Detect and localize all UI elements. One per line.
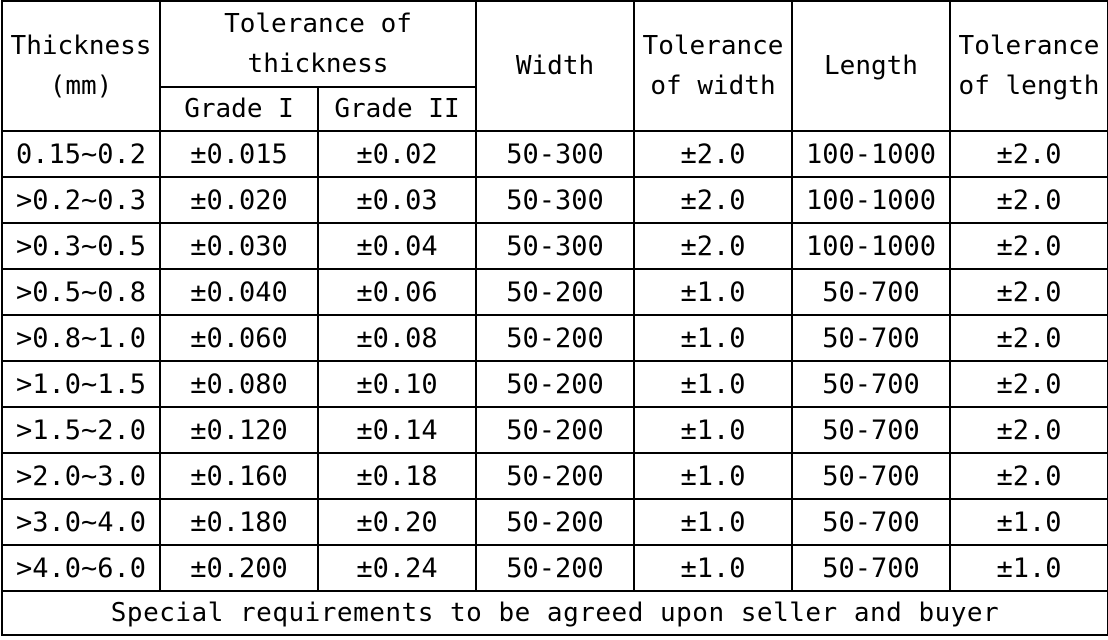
grade-1-cell: ±0.180 [159, 498, 319, 546]
tolerance-length-cell: ±2.0 [949, 130, 1108, 178]
thickness-cell: >0.8~1.0 [1, 314, 161, 362]
tolerance-width-cell: ±1.0 [633, 268, 793, 316]
tolerance-length-cell: ±2.0 [949, 406, 1108, 454]
table-body: 0.15~0.2 ±0.015 ±0.02 50-300 ±2.0 100-1000 ±2.… [1, 130, 1108, 592]
grade-2-cell: ±0.02 [317, 130, 477, 178]
grade-1-cell: ±0.030 [159, 222, 319, 270]
length-cell: 50-700 [791, 544, 951, 592]
length-cell: 50-700 [791, 452, 951, 500]
length-cell: 50-700 [791, 406, 951, 454]
width-cell: 50-200 [475, 544, 635, 592]
thickness-cell: >0.2~0.3 [1, 176, 161, 224]
grade-1-cell: ±0.120 [159, 406, 319, 454]
tolerance-width-cell: ±1.0 [633, 406, 793, 454]
table-row: >0.3~0.5 ±0.030 ±0.04 50-300 ±2.0 100-1000 ±2.… [1, 222, 1108, 270]
width-cell: 50-200 [475, 268, 635, 316]
table-row: >4.0~6.0 ±0.200 ±0.24 50-200 ±1.0 50-700 ±1.0 [1, 544, 1108, 592]
tolerance-length-cell: ±2.0 [949, 452, 1108, 500]
length-cell: 50-700 [791, 268, 951, 316]
grade-2-cell: ±0.24 [317, 544, 477, 592]
tolerance-length-cell: ±2.0 [949, 176, 1108, 224]
header-tolerance-of-length: Tolerance of length [949, 0, 1108, 132]
grade-2-cell: ±0.08 [317, 314, 477, 362]
tolerance-length-cell: ±2.0 [949, 268, 1108, 316]
width-cell: 50-200 [475, 314, 635, 362]
grade-1-cell: ±0.040 [159, 268, 319, 316]
header-tolerance-of-width: Tolerance of width [633, 0, 793, 132]
width-cell: 50-300 [475, 222, 635, 270]
grade-1-cell: ±0.160 [159, 452, 319, 500]
grade-1-cell: ±0.060 [159, 314, 319, 362]
tolerance-width-cell: ±1.0 [633, 544, 793, 592]
grade-2-cell: ±0.06 [317, 268, 477, 316]
tolerance-length-cell: ±2.0 [949, 314, 1108, 362]
length-cell: 50-700 [791, 498, 951, 546]
length-cell: 100-1000 [791, 222, 951, 270]
header-length: Length [791, 0, 951, 132]
grade-1-cell: ±0.200 [159, 544, 319, 592]
thickness-cell: 0.15~0.2 [1, 130, 161, 178]
length-cell: 50-700 [791, 314, 951, 362]
grade-2-cell: ±0.04 [317, 222, 477, 270]
tolerance-length-cell: ±1.0 [949, 498, 1108, 546]
tolerance-width-cell: ±2.0 [633, 176, 793, 224]
table-row: >1.5~2.0 ±0.120 ±0.14 50-200 ±1.0 50-700 ±2.0 [1, 406, 1108, 454]
tolerance-width-cell: ±1.0 [633, 314, 793, 362]
grade-1-cell: ±0.080 [159, 360, 319, 408]
tolerance-length-cell: ±2.0 [949, 222, 1108, 270]
thickness-cell: >1.0~1.5 [1, 360, 161, 408]
header-thickness: Thickness (mm) [1, 0, 161, 132]
table-row: >0.5~0.8 ±0.040 ±0.06 50-200 ±1.0 50-700 ±2.0 [1, 268, 1108, 316]
thickness-cell: >4.0~6.0 [1, 544, 161, 592]
grade-1-cell: ±0.015 [159, 130, 319, 178]
grade-1-cell: ±0.020 [159, 176, 319, 224]
thickness-cell: >2.0~3.0 [1, 452, 161, 500]
tolerance-width-cell: ±1.0 [633, 452, 793, 500]
tolerance-length-cell: ±2.0 [949, 360, 1108, 408]
table-row: >0.2~0.3 ±0.020 ±0.03 50-300 ±2.0 100-1000 ±2.… [1, 176, 1108, 224]
length-cell: 100-1000 [791, 130, 951, 178]
tolerance-length-cell: ±1.0 [949, 544, 1108, 592]
thickness-cell: >0.3~0.5 [1, 222, 161, 270]
grade-2-cell: ±0.14 [317, 406, 477, 454]
width-cell: 50-200 [475, 360, 635, 408]
table-row: >0.8~1.0 ±0.060 ±0.08 50-200 ±1.0 50-700 ±2.0 [1, 314, 1108, 362]
length-cell: 50-700 [791, 360, 951, 408]
thickness-cell: >1.5~2.0 [1, 406, 161, 454]
width-cell: 50-200 [475, 452, 635, 500]
grade-2-cell: ±0.20 [317, 498, 477, 546]
tolerance-width-cell: ±2.0 [633, 222, 793, 270]
grade-2-cell: ±0.03 [317, 176, 477, 224]
length-cell: 100-1000 [791, 176, 951, 224]
thickness-cell: >3.0~4.0 [1, 498, 161, 546]
thickness-cell: >0.5~0.8 [1, 268, 161, 316]
width-cell: 50-300 [475, 176, 635, 224]
header-grade-1: Grade I [159, 86, 319, 132]
table-note: Special requirements to be agreed upon s… [1, 590, 1108, 636]
table-row: >3.0~4.0 ±0.180 ±0.20 50-200 ±1.0 50-700 ±1.0 [1, 498, 1108, 546]
width-cell: 50-200 [475, 406, 635, 454]
grade-2-cell: ±0.18 [317, 452, 477, 500]
tolerance-width-cell: ±2.0 [633, 130, 793, 178]
tolerance-width-cell: ±1.0 [633, 360, 793, 408]
table-row: >1.0~1.5 ±0.080 ±0.10 50-200 ±1.0 50-700 ±2.0 [1, 360, 1108, 408]
width-cell: 50-200 [475, 498, 635, 546]
header-tolerance-of-thickness: Tolerance of thickness [159, 0, 477, 88]
table-row: 0.15~0.2 ±0.015 ±0.02 50-300 ±2.0 100-1000 ±2.… [1, 130, 1108, 178]
header-width: Width [475, 0, 635, 132]
tolerance-width-cell: ±1.0 [633, 498, 793, 546]
table-row: >2.0~3.0 ±0.160 ±0.18 50-200 ±1.0 50-700 ±2.0 [1, 452, 1108, 500]
header-grade-2: Grade II [317, 86, 477, 132]
width-cell: 50-300 [475, 130, 635, 178]
grade-2-cell: ±0.10 [317, 360, 477, 408]
